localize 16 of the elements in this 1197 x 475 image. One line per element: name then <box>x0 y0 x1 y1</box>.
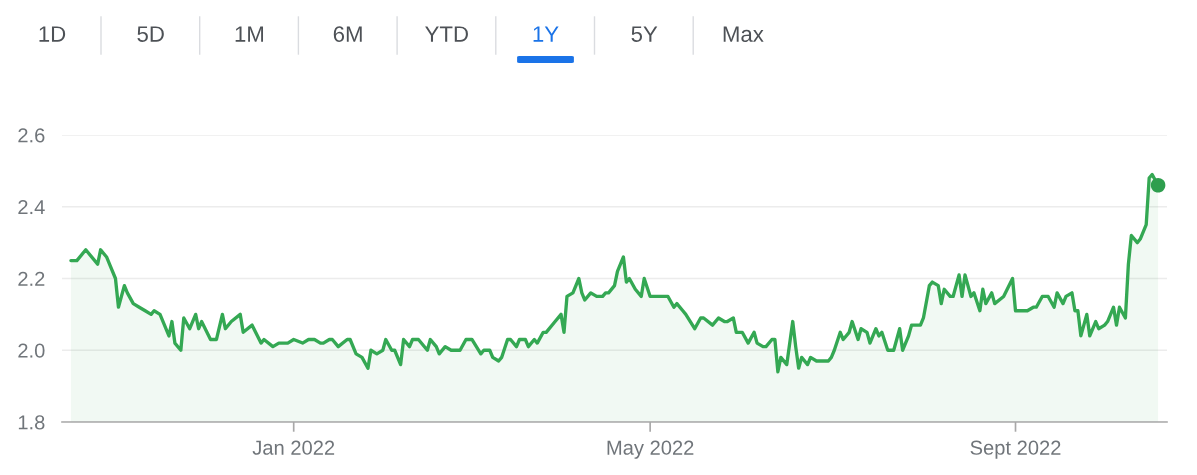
text: YTD <box>425 26 468 42</box>
text: 5D <box>137 26 164 42</box>
text: 5Y <box>631 26 658 42</box>
text: 1M <box>235 26 264 42</box>
text: Max <box>723 26 764 42</box>
y-tick-label: 2.4 <box>18 199 45 215</box>
x-tick-label: Jan 2022 <box>252 440 335 455</box>
x-tick-label: May 2022 <box>607 440 694 459</box>
y-tick-label: 2.0 <box>18 343 45 358</box>
y-tick-label: 2.2 <box>18 271 45 286</box>
text: 1Y <box>533 26 559 42</box>
y-tick-label: 1.8 <box>18 415 45 430</box>
text: 1D <box>39 26 66 42</box>
y-tick-label: 2.6 <box>18 128 45 143</box>
x-tick-label: Sept 2022 <box>970 440 1061 459</box>
text: 6M <box>333 26 362 42</box>
